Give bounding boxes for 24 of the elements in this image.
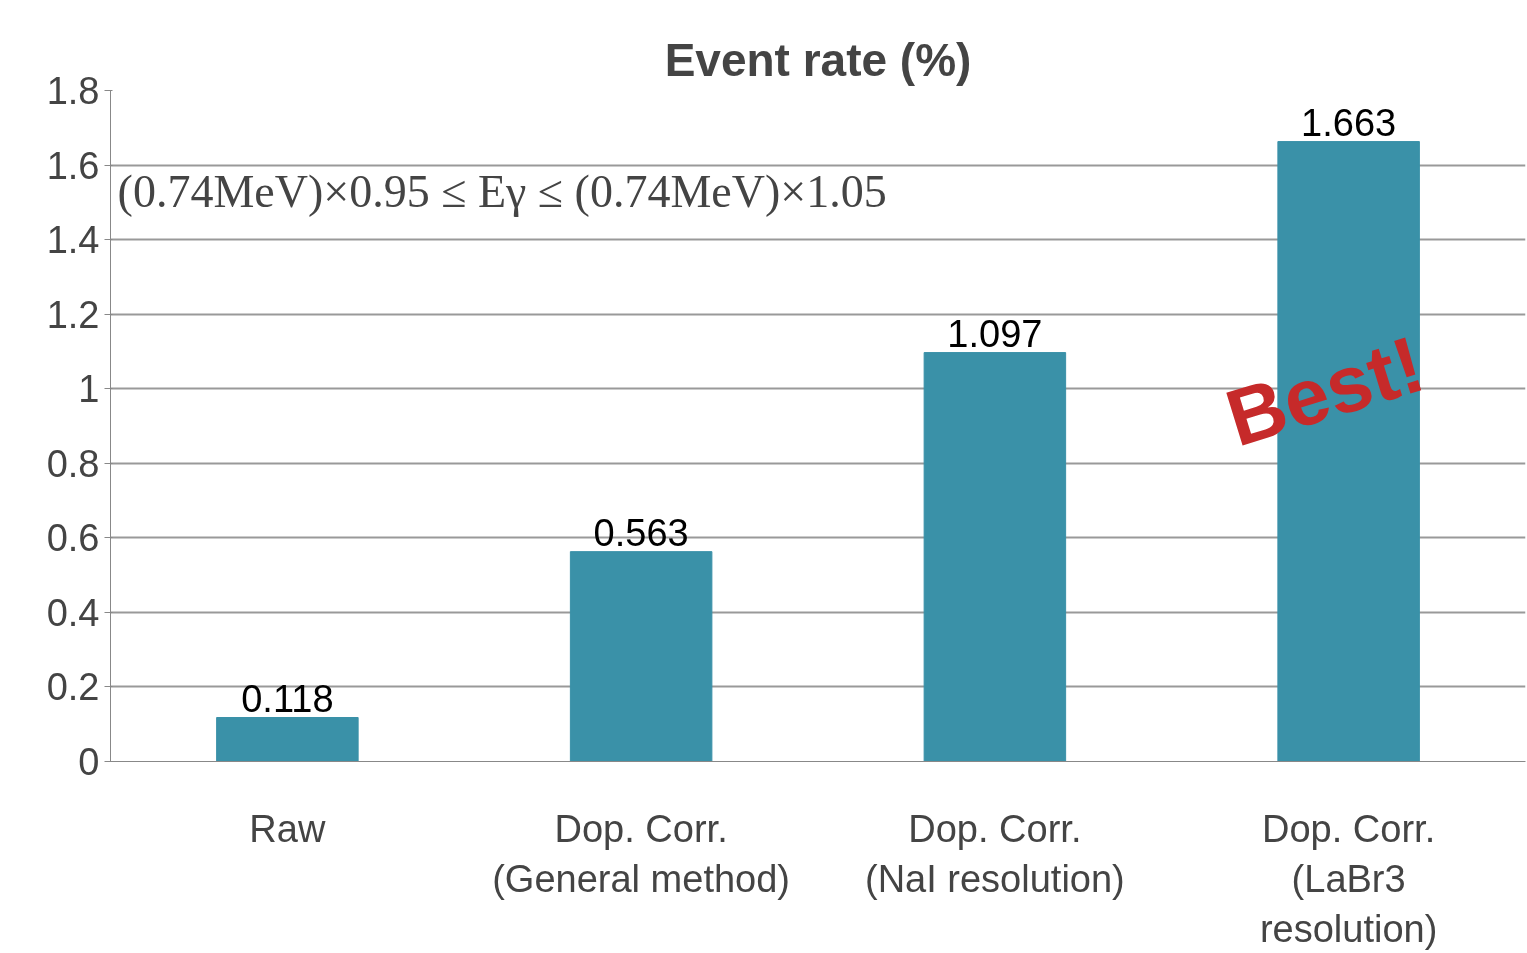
y-tick-label: 1.2 [46, 293, 100, 336]
x-tick-label: Dop. Corr. (General method) [492, 807, 791, 900]
data-label: 1.663 [1301, 101, 1397, 144]
y-tick-label: 0.4 [46, 591, 100, 634]
y-tick-label: 0.6 [46, 517, 100, 560]
x-tick-label: Raw [249, 807, 326, 850]
data-label: 1.097 [947, 312, 1043, 355]
bar [216, 717, 359, 762]
data-label: 0.563 [593, 511, 689, 554]
y-tick-label: 1 [78, 368, 100, 411]
annotation: (0.74MeV)×0.95 ≤ Eγ ≤ (0.74MeV)×1.05 [117, 166, 887, 218]
data-label: 0.118 [241, 677, 334, 720]
annotation: Best! [1216, 319, 1434, 464]
x-tick-label: Dop. Corr. (LaBr3 resolution) [1259, 807, 1438, 951]
bar [923, 352, 1067, 762]
x-tick-label: Dop. Corr. (NaI resolution) [864, 807, 1125, 900]
y-tick-label: 1.8 [46, 70, 100, 112]
y-tick-label: 1.4 [46, 219, 100, 262]
y-tick-label: 1.6 [46, 144, 100, 187]
chart-title: Event rate (%) [664, 33, 972, 86]
y-tick-label: 0.8 [46, 442, 100, 485]
y-tick-label: 0 [78, 741, 100, 783]
y-tick-label: 0.2 [46, 666, 100, 709]
bar [569, 551, 713, 762]
